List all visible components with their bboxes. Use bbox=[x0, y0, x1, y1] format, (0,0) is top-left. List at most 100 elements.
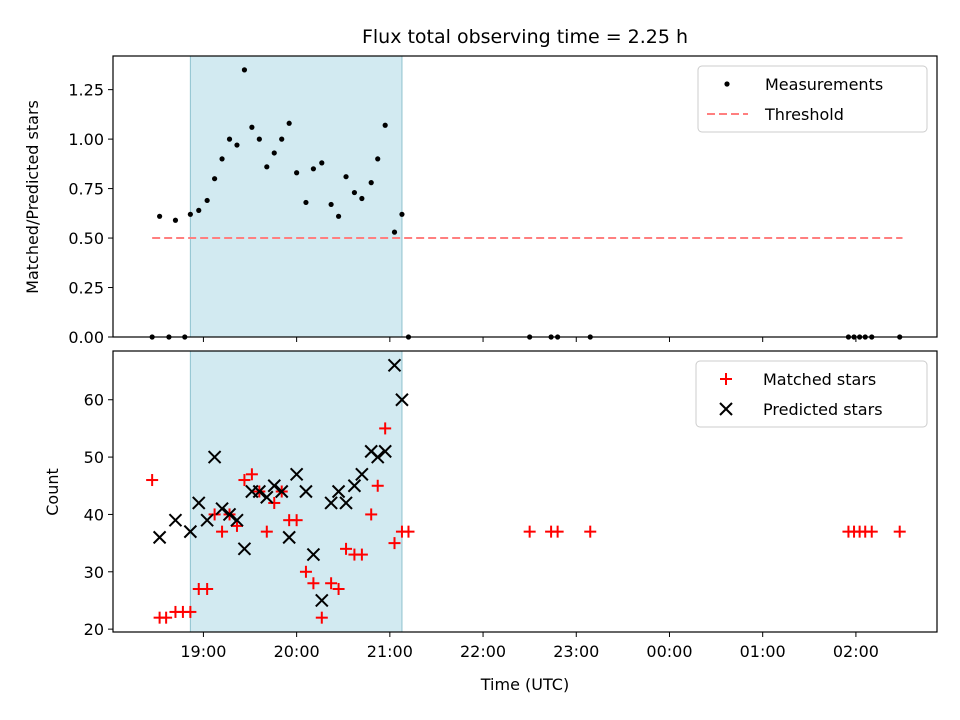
chart-title: Flux total observing time = 2.25 h bbox=[362, 26, 688, 48]
measurement-point bbox=[359, 195, 365, 202]
measurement-point bbox=[219, 156, 225, 162]
y-tick-label: 30 bbox=[84, 563, 104, 582]
predicted-star-point bbox=[260, 490, 274, 504]
matched-star-point bbox=[160, 611, 173, 624]
legend-measurements-marker bbox=[724, 81, 730, 87]
measurement-point bbox=[368, 180, 374, 186]
predicted-star-point bbox=[282, 530, 296, 545]
measurement-point bbox=[204, 197, 210, 204]
predicted-star-point bbox=[230, 513, 244, 527]
x-tick-label: 00:00 bbox=[646, 642, 692, 661]
x-tick-label: 19:00 bbox=[180, 642, 226, 661]
matched-star-point bbox=[146, 474, 159, 487]
matched-star-point bbox=[371, 479, 384, 492]
top-axes-frame bbox=[112, 55, 938, 338]
matched-star-point bbox=[260, 525, 273, 538]
predicted-star-point bbox=[339, 496, 353, 510]
y-tick-label: 20 bbox=[84, 620, 104, 639]
legend-threshold-label: Threshold bbox=[764, 105, 844, 124]
predicted-star-point bbox=[289, 467, 304, 482]
matched-star-point bbox=[340, 542, 353, 555]
x-tick-label: 23:00 bbox=[553, 642, 599, 661]
measurement-point bbox=[343, 174, 349, 180]
predicted-star-point bbox=[152, 530, 167, 545]
y-tick-label: 0.75 bbox=[68, 180, 104, 199]
measurement-point bbox=[335, 213, 342, 219]
matched-star-point bbox=[388, 537, 401, 550]
x-axis-label: Time (UTC) bbox=[480, 675, 569, 694]
measurement-point bbox=[187, 211, 193, 217]
x-tick-label: 20:00 bbox=[274, 642, 320, 661]
matched-star-point bbox=[268, 496, 281, 509]
top-legend-box bbox=[697, 65, 928, 133]
x-tick-label: 01:00 bbox=[740, 642, 786, 661]
legend-predicted-marker bbox=[719, 402, 733, 416]
measurement-point bbox=[375, 156, 381, 162]
predicted-star-point bbox=[331, 484, 346, 499]
legend-measurements-label: Measurements bbox=[765, 75, 883, 94]
predicted-star-point bbox=[315, 593, 329, 608]
y-tick-label: 0.00 bbox=[68, 328, 104, 347]
legend-matched-marker bbox=[720, 373, 732, 385]
x-tick-label: 22:00 bbox=[460, 642, 506, 661]
y-tick-label: 0.25 bbox=[68, 279, 104, 298]
predicted-star-point bbox=[200, 513, 214, 527]
measurement-point bbox=[212, 176, 218, 182]
predicted-star-point bbox=[378, 444, 392, 459]
measurement-point bbox=[279, 136, 285, 142]
predicted-star-point bbox=[299, 484, 313, 499]
measurement-point bbox=[226, 136, 233, 142]
matched-star-point bbox=[315, 611, 328, 624]
y-tick-label: 60 bbox=[84, 391, 104, 410]
predicted-star-point bbox=[267, 479, 281, 493]
matched-star-point bbox=[365, 508, 378, 521]
matched-star-point bbox=[865, 525, 878, 538]
matched-star-point bbox=[184, 605, 197, 618]
matched-star-point bbox=[245, 468, 258, 481]
measurement-point bbox=[382, 122, 388, 128]
measurement-point bbox=[319, 160, 325, 166]
legend-predicted-label: Predicted stars bbox=[763, 400, 883, 419]
matched-star-point bbox=[208, 508, 221, 521]
observing-window-bottom bbox=[189, 350, 403, 633]
predicted-star-point bbox=[355, 467, 369, 482]
predicted-star-point bbox=[222, 507, 237, 522]
measurement-point bbox=[256, 136, 262, 142]
x-tick-label: 21:00 bbox=[367, 642, 413, 661]
matched-star-point bbox=[379, 422, 392, 435]
predicted-star-point bbox=[192, 496, 206, 510]
measurement-point bbox=[249, 124, 255, 130]
matched-star-point bbox=[523, 525, 536, 538]
y-tick-label: 1.00 bbox=[68, 130, 104, 149]
measurement-point bbox=[172, 217, 179, 223]
matched-star-point bbox=[332, 582, 345, 595]
predicted-star-point bbox=[168, 513, 183, 527]
measurement-point bbox=[157, 213, 163, 219]
matched-star-point bbox=[325, 577, 338, 590]
matched-star-point bbox=[290, 514, 303, 527]
matched-star-point bbox=[230, 519, 243, 532]
predicted-star-point bbox=[347, 479, 362, 493]
bottom-y-axis-label: Count bbox=[43, 468, 62, 516]
matched-star-point bbox=[355, 548, 368, 561]
measurement-point bbox=[294, 170, 300, 176]
measurement-point bbox=[271, 150, 277, 156]
predicted-star-point bbox=[395, 393, 409, 407]
predicted-star-point bbox=[387, 358, 402, 373]
bottom-axes-frame bbox=[112, 350, 938, 633]
predicted-star-point bbox=[252, 484, 267, 499]
x-tick-label: 02:00 bbox=[833, 642, 879, 661]
bottom-legend: Matched stars Predicted stars bbox=[695, 360, 928, 428]
y-tick-label: 40 bbox=[84, 505, 104, 524]
measurement-point bbox=[310, 166, 317, 172]
top-panel: 0.00 0.25 0.50 0.75 1.00 1.25 Matched/Predict… bbox=[23, 55, 938, 347]
observing-window-top bbox=[189, 55, 403, 338]
matched-star-point bbox=[893, 525, 906, 538]
matched-star-point bbox=[551, 525, 564, 538]
measurement-point bbox=[286, 120, 292, 126]
y-tick-label: 50 bbox=[84, 448, 104, 467]
top-y-axis-label: Matched/Predicted stars bbox=[23, 100, 42, 294]
measurement-point bbox=[303, 199, 309, 206]
predicted-star-point bbox=[306, 547, 321, 562]
bottom-panel: 20 30 40 50 60 19:00 20:00 21:00 22:00 23:00 00:0… bbox=[43, 350, 938, 694]
